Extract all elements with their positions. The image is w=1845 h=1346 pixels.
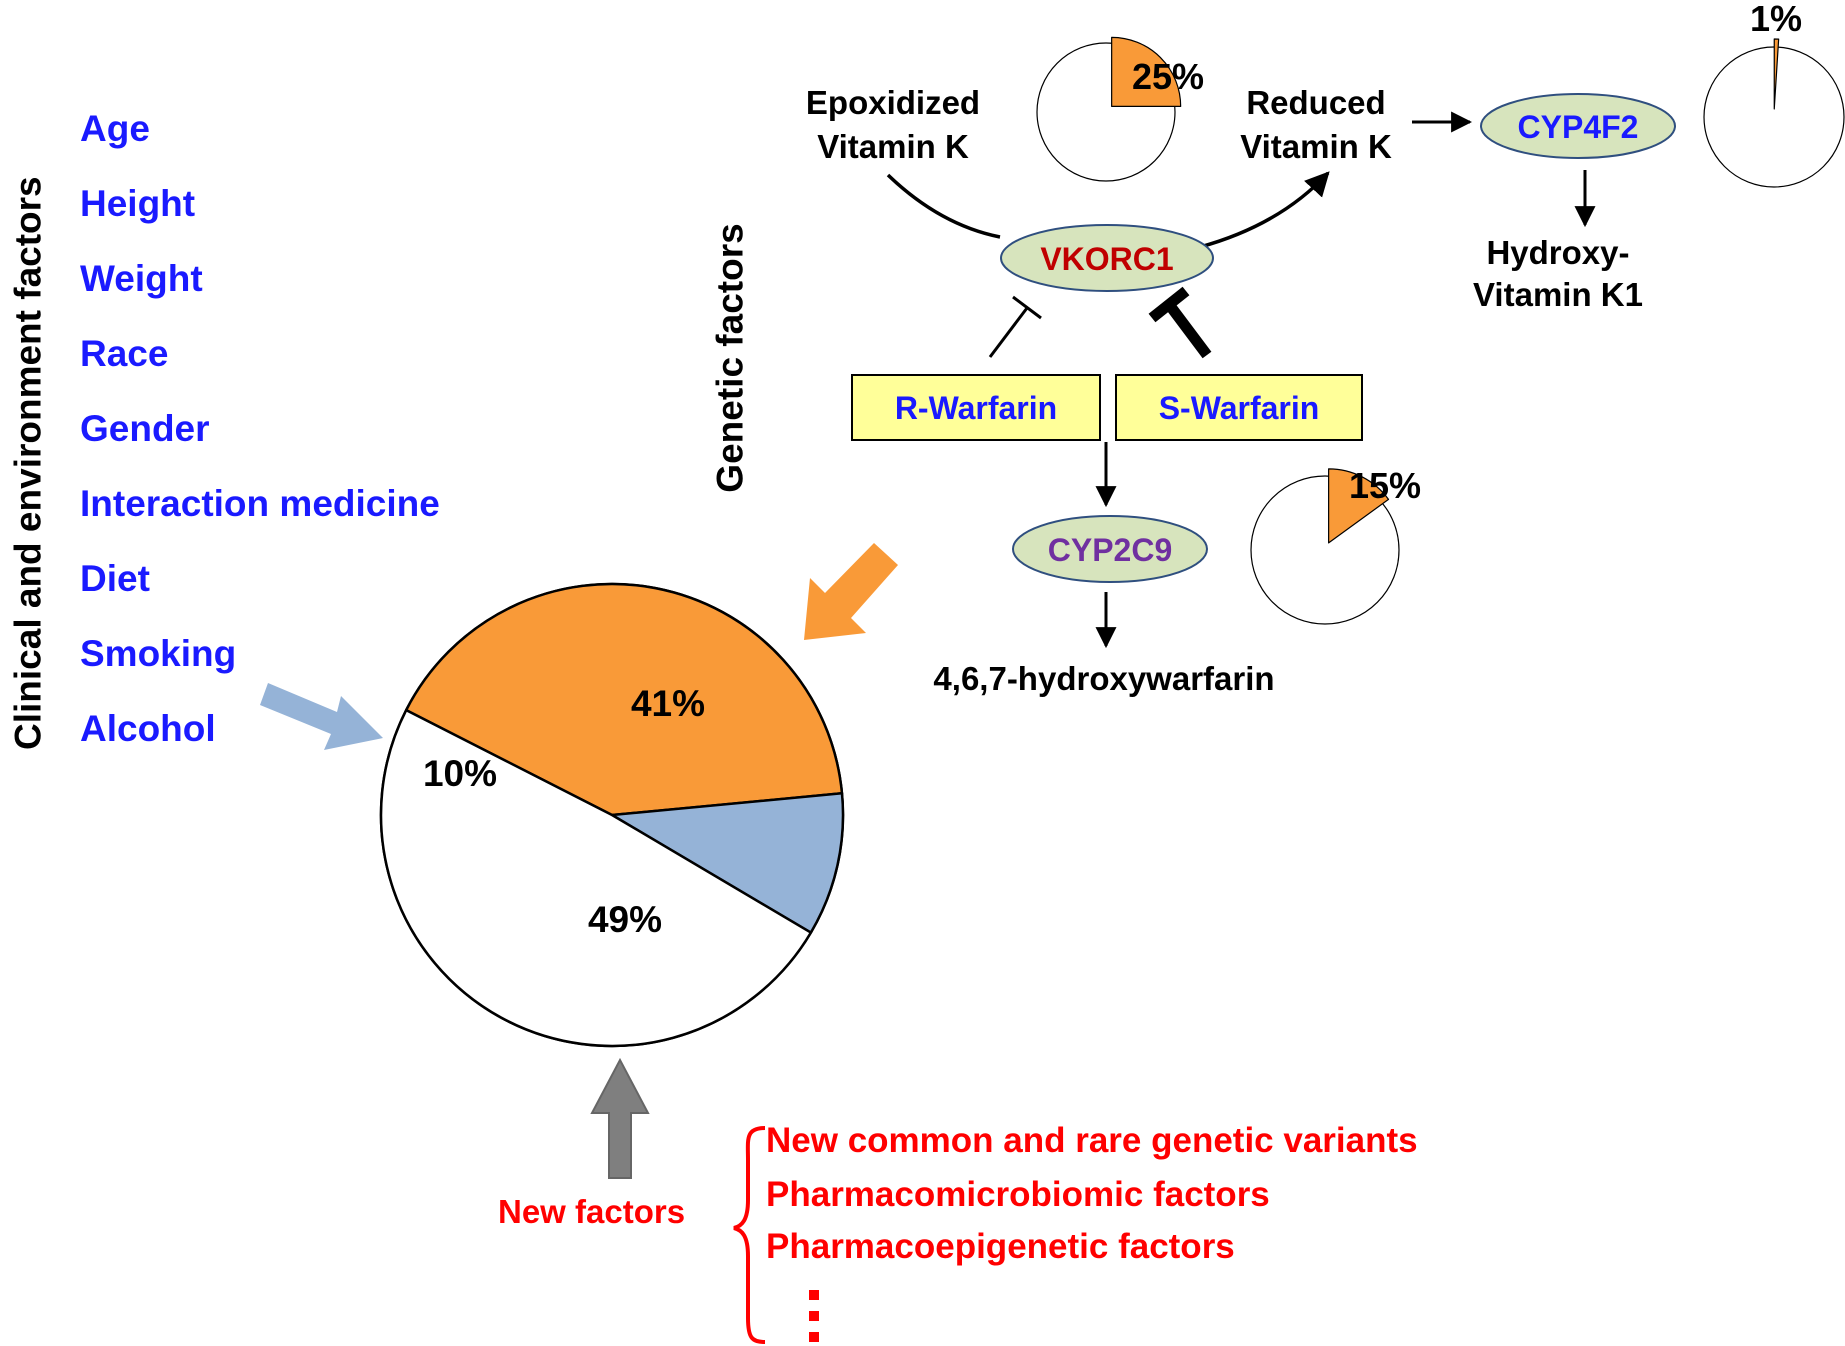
hydroxy-label: Vitamin K1 [1473, 276, 1643, 313]
r-warfarin-inhibition-bar [1012, 295, 1042, 320]
clinical-item: Smoking [80, 633, 236, 674]
hydroxywarfarin-label: 4,6,7-hydroxywarfarin [933, 660, 1274, 697]
new-factors-brace [733, 1126, 766, 1344]
r-warfarin-box [851, 374, 1101, 441]
clinical-item: Diet [80, 558, 150, 599]
pie-label-genetic: 41% [631, 683, 705, 724]
reduced-label: Reduced [1246, 84, 1385, 121]
cyp4f2-node [1480, 93, 1676, 159]
cyp4f2-pie-label: 1% [1750, 0, 1802, 39]
s-warfarin-inhibition [1163, 299, 1212, 359]
cyp4f2-pie [1703, 38, 1845, 188]
clinical-heading: Clinical and environment factors [8, 176, 49, 750]
cyp2c9-pie-label: 15% [1349, 465, 1421, 506]
epoxidized-label: Vitamin K [817, 128, 969, 165]
pie-slice-clinical [610, 792, 845, 934]
clinical-item: Interaction medicine [80, 483, 440, 524]
s-warfarin-box [1115, 374, 1363, 441]
s-warfarin-inhibition-bar [1148, 286, 1190, 323]
reduced-label: Vitamin K [1240, 128, 1392, 165]
new-factors-arrow [590, 1057, 650, 1179]
genetic-heading: Genetic factors [710, 223, 751, 492]
new-factor-item: Pharmacomicrobiomic factors [766, 1175, 1270, 1214]
ellipsis-icon [809, 1290, 819, 1342]
clinical-item: Race [80, 333, 168, 374]
pie-label-clinical: 10% [423, 753, 497, 794]
vkorc1-label: VKORC1 [1040, 241, 1173, 277]
vkorc1-pie-label: 25% [1132, 56, 1204, 97]
pie-label-unknown: 49% [588, 899, 662, 940]
clinical-item: Height [80, 183, 195, 224]
hydroxy-label: Hydroxy- [1486, 234, 1629, 271]
s-warfarin-label: S-Warfarin [1159, 390, 1320, 426]
clinical-item: Alcohol [80, 708, 216, 749]
cycle-arc-left [886, 173, 1001, 239]
r-warfarin-label: R-Warfarin [895, 390, 1057, 426]
r-warfarin-inhibition [988, 307, 1029, 358]
clinical-item: Weight [80, 258, 203, 299]
cyp4f2-pie-slice [1773, 38, 1780, 110]
pie-slice-unknown [379, 708, 813, 1048]
cyp2c9-pie [1250, 468, 1400, 625]
clinical-item: Age [80, 108, 150, 149]
cyp2c9-node [1012, 515, 1208, 583]
cycle-arc-right [1199, 171, 1330, 249]
new-factor-item: New common and rare genetic variants [766, 1121, 1418, 1160]
clinical-arrow [260, 683, 383, 750]
main-pie [379, 582, 845, 1048]
new-factors-label: New factors [498, 1193, 685, 1230]
pie-slice-genetic [404, 582, 844, 817]
cyp2c9-pie-slice [1328, 468, 1390, 544]
cyp2c9-label: CYP2C9 [1048, 532, 1173, 568]
vkorc1-pie-slice [1111, 36, 1182, 107]
clinical-item: Gender [80, 408, 210, 449]
vkorc1-node [1000, 224, 1214, 292]
clinical-list: Age Height Weight Race Gender Interactio… [80, 108, 440, 749]
vkorc1-pie [1036, 36, 1182, 182]
genetic-arrow [804, 543, 898, 640]
epoxidized-label: Epoxidized [806, 84, 980, 121]
new-factor-item: Pharmacoepigenetic factors [766, 1227, 1235, 1266]
cyp4f2-label: CYP4F2 [1518, 109, 1639, 145]
